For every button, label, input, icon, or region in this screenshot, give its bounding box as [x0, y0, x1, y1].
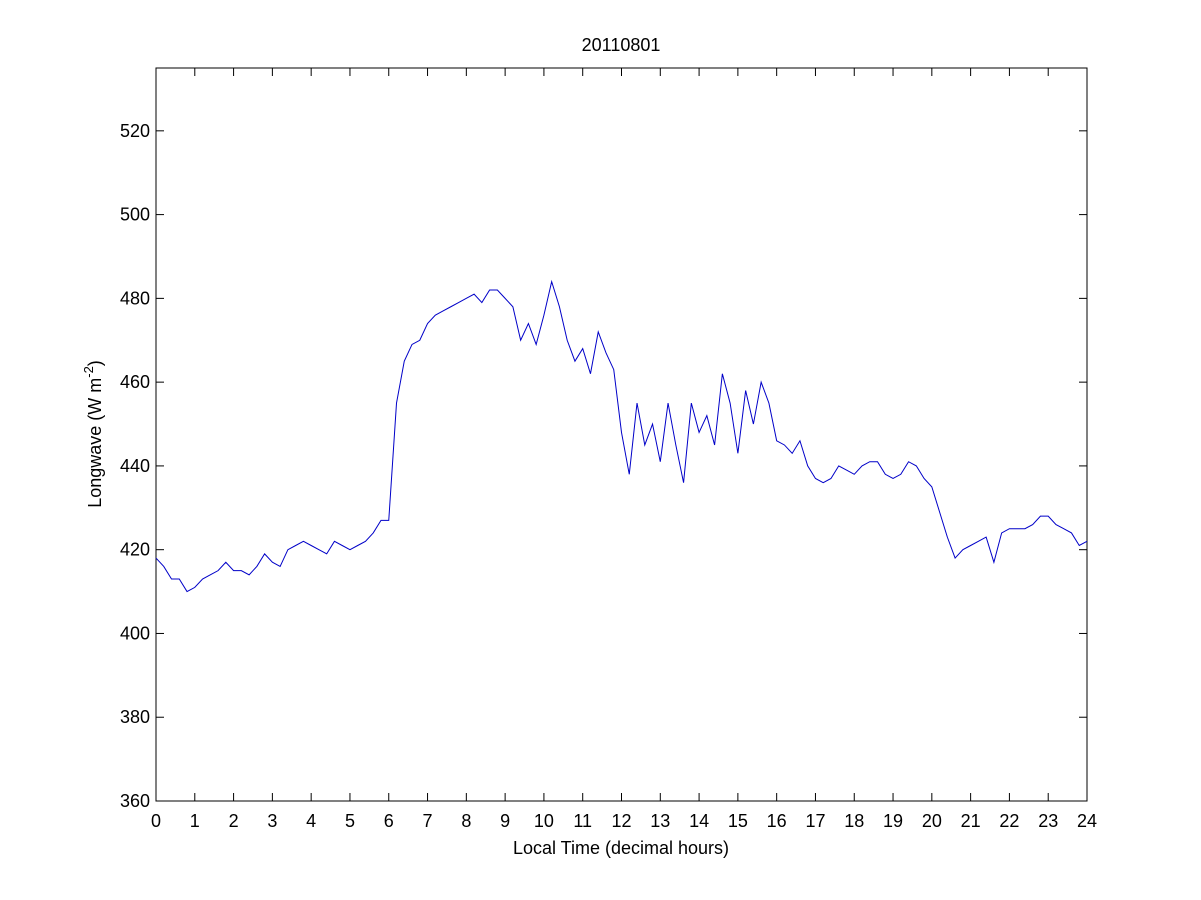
- y-tick-label: 420: [120, 540, 150, 560]
- y-axis-label-text: Longwave (W m: [85, 378, 105, 508]
- x-tick-label: 12: [611, 811, 631, 831]
- x-tick-label: 14: [689, 811, 709, 831]
- x-tick-label: 24: [1077, 811, 1097, 831]
- x-tick-label: 8: [461, 811, 471, 831]
- x-tick-label: 18: [844, 811, 864, 831]
- x-tick-label: 2: [229, 811, 239, 831]
- x-tick-label: 6: [384, 811, 394, 831]
- x-tick-label: 17: [805, 811, 825, 831]
- y-tick-label: 480: [120, 288, 150, 308]
- x-tick-label: 7: [423, 811, 433, 831]
- chart-title: 20110801: [582, 35, 661, 55]
- x-tick-label: 16: [767, 811, 787, 831]
- x-tick-label: 23: [1038, 811, 1058, 831]
- x-tick-label: 21: [961, 811, 981, 831]
- x-tick-label: 9: [500, 811, 510, 831]
- x-tick-label: 20: [922, 811, 942, 831]
- y-tick-label: 460: [120, 372, 150, 392]
- x-tick-label: 5: [345, 811, 355, 831]
- y-axis-label: Longwave (W m-2): [81, 360, 105, 508]
- y-tick-label: 400: [120, 623, 150, 643]
- x-tick-label: 22: [999, 811, 1019, 831]
- x-tick-label: 4: [306, 811, 316, 831]
- x-axis-label: Local Time (decimal hours): [513, 838, 729, 858]
- y-axis-label-suffix: ): [85, 360, 105, 366]
- y-axis-label-superscript: -2: [81, 366, 96, 378]
- x-tick-label: 11: [573, 811, 592, 831]
- x-tick-label: 10: [534, 811, 554, 831]
- y-tick-label: 380: [120, 707, 150, 727]
- y-tick-label: 360: [120, 791, 150, 811]
- x-tick-label: 0: [151, 811, 161, 831]
- x-tick-label: 19: [883, 811, 903, 831]
- y-tick-label: 500: [120, 205, 150, 225]
- x-tick-label: 13: [650, 811, 670, 831]
- x-tick-label: 15: [728, 811, 748, 831]
- x-tick-label: 1: [190, 811, 200, 831]
- x-tick-label: 3: [267, 811, 277, 831]
- data-line: [155, 279, 1088, 593]
- y-tick-label: 520: [120, 121, 150, 141]
- y-tick-label: 440: [120, 456, 150, 476]
